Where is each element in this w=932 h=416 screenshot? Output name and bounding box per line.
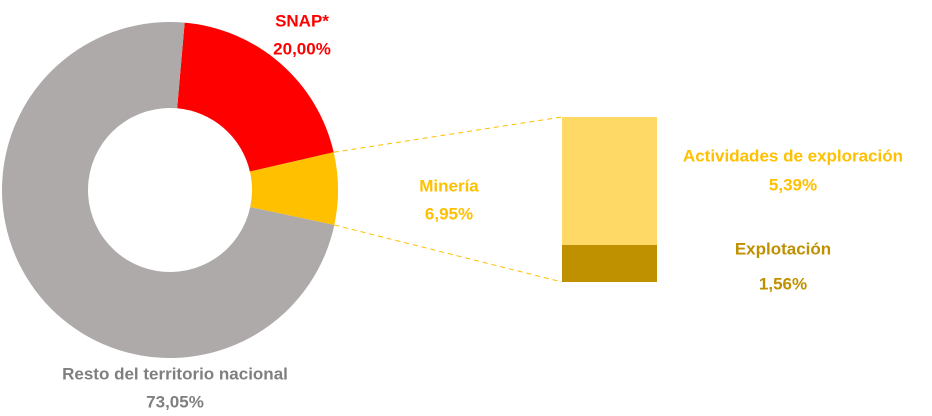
slice-value-label: 73,05%: [146, 392, 204, 411]
stacked-bar-segment: [562, 244, 657, 282]
donut-slice: [249, 152, 338, 225]
connector-line: [333, 116, 563, 153]
bar-label: Actividades de exploración: [683, 146, 903, 165]
connector-line: [334, 224, 563, 283]
slice-value-label: 6,95%: [425, 204, 473, 223]
bar-value-label: 5,39%: [769, 175, 817, 194]
slice-label: Minería: [419, 176, 479, 195]
bar-label: Explotación: [735, 239, 831, 258]
donut-slice: [177, 22, 334, 172]
bar-value-label: 1,56%: [759, 274, 807, 293]
donut-slice: [1, 21, 335, 358]
slice-value-label: 20,00%: [273, 39, 331, 58]
slice-label: Resto del territorio nacional: [62, 364, 288, 383]
slice-label: SNAP*: [275, 11, 329, 30]
stacked-bar-segment: [562, 117, 657, 245]
